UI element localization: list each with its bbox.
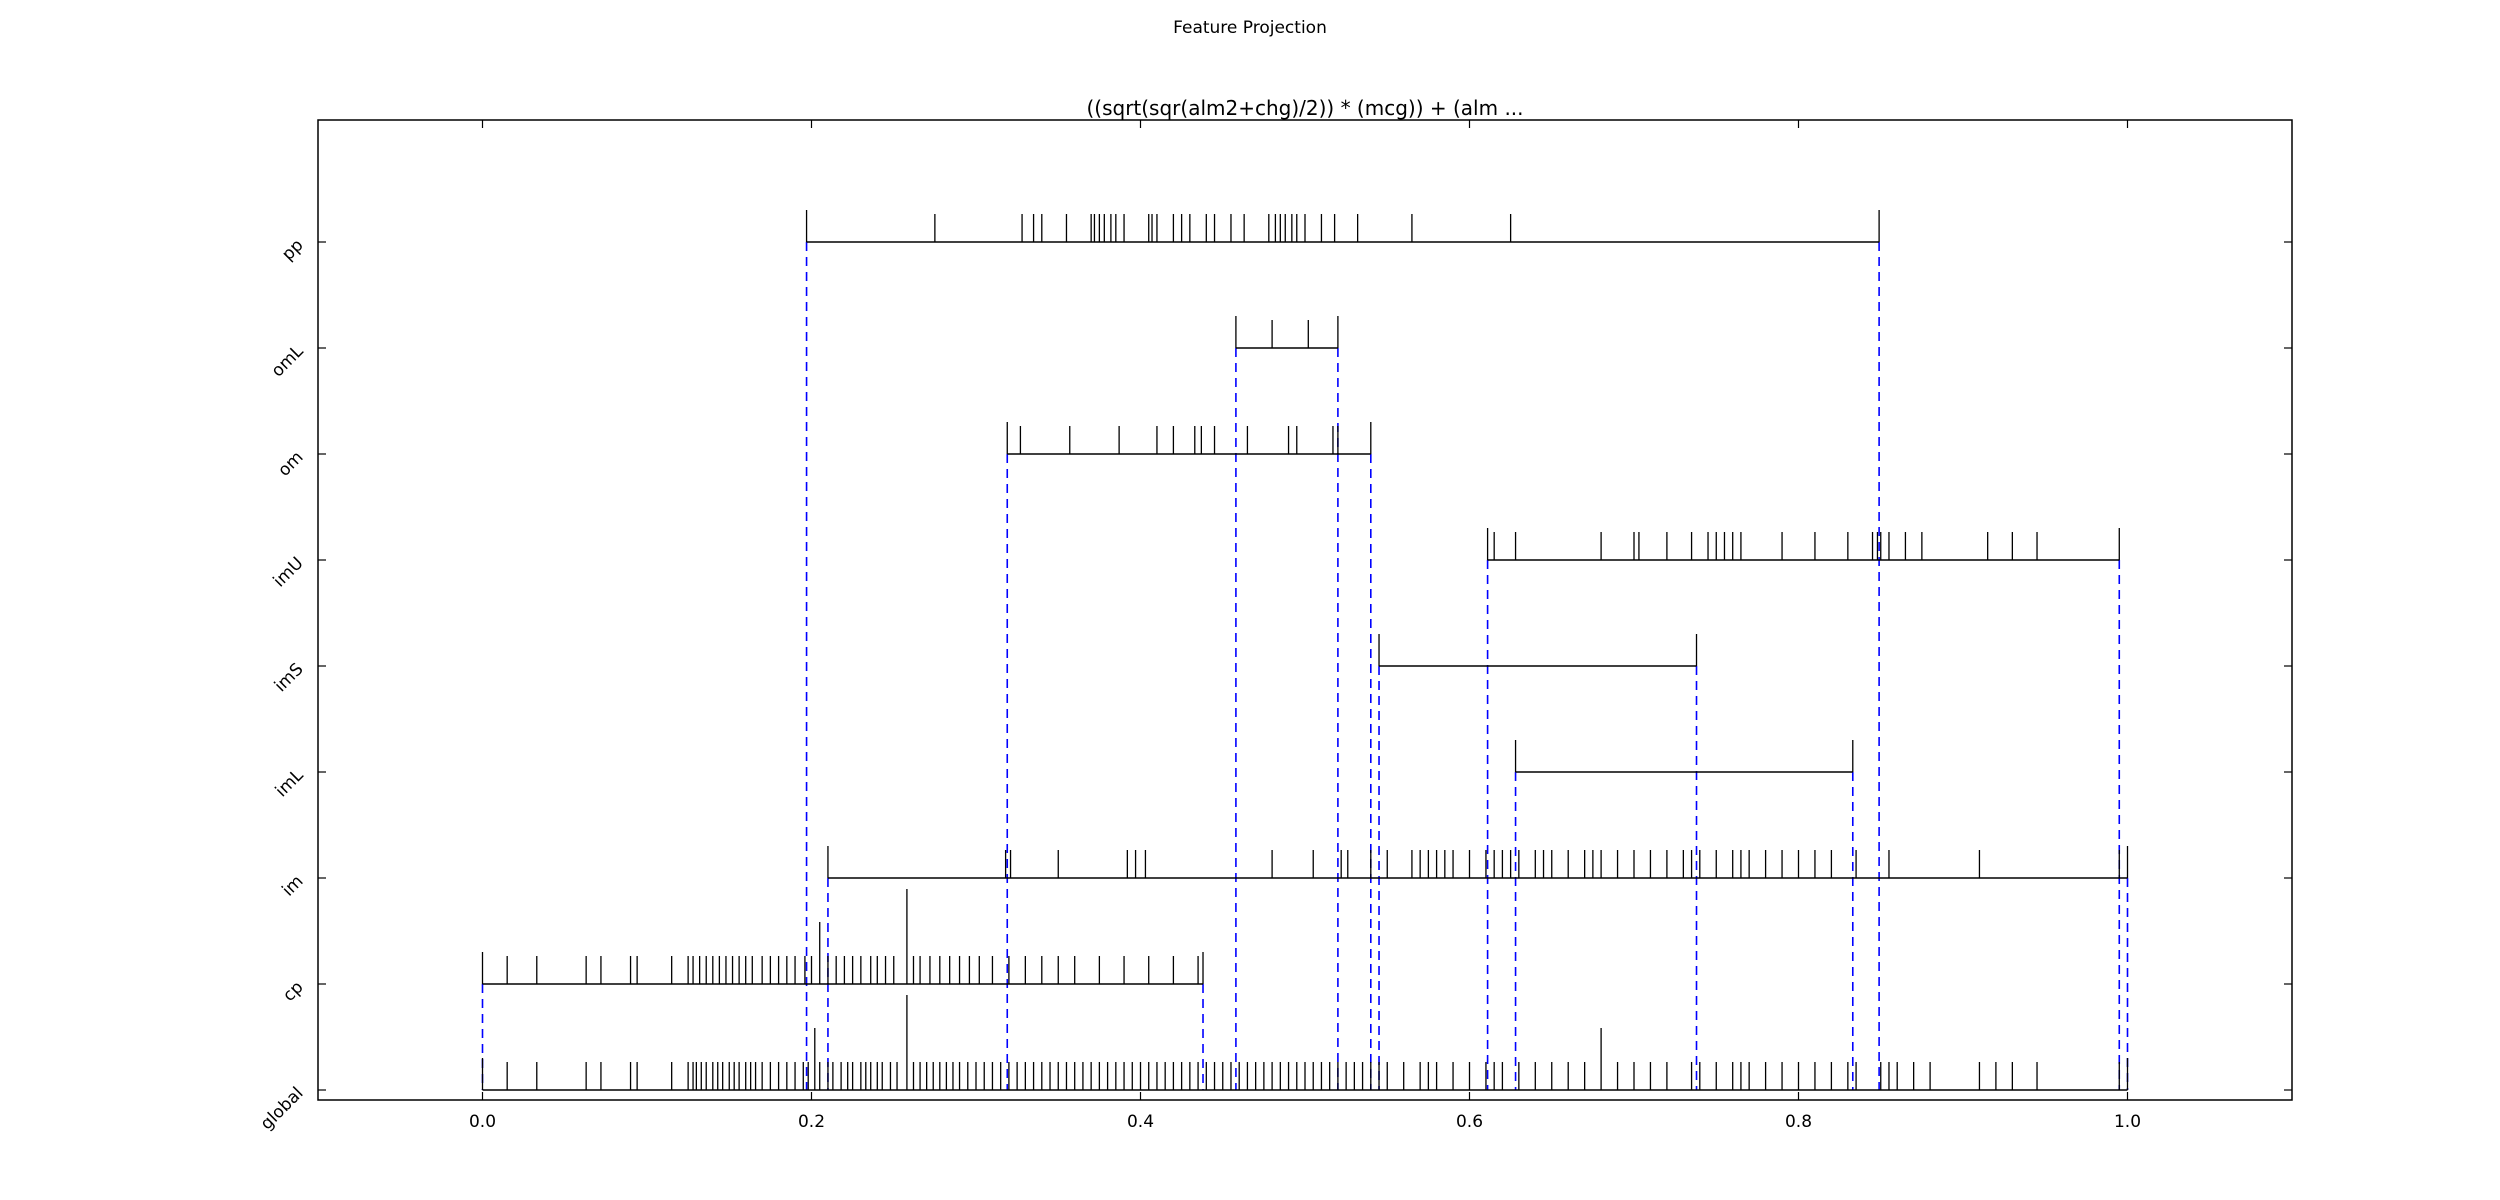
y-tick-label-im: im bbox=[278, 871, 307, 900]
series-imL bbox=[1514, 740, 1854, 773]
series-global bbox=[481, 995, 2129, 1091]
axes: 0.0 0.2 0.4 0.6 0.8 1.0 global cp im imL imS imU om o… bbox=[257, 120, 2292, 1134]
series-om bbox=[1006, 422, 1372, 455]
y-tick-label-om: om bbox=[274, 447, 307, 480]
y-tick-label-imL: imL bbox=[272, 765, 308, 801]
x-tick-label: 0.2 bbox=[798, 1112, 825, 1132]
chart-title: ((sqrt(sqr(alm2+chg)/2)) * (mcg)) + (alm… bbox=[1086, 96, 1523, 120]
series-pp bbox=[805, 210, 1880, 243]
y-tick-label-imS: imS bbox=[271, 659, 308, 696]
plot-frame bbox=[317, 119, 2293, 1101]
x-tick-label: 1.0 bbox=[2114, 1112, 2141, 1132]
boundary-lines bbox=[481, 242, 2129, 1090]
series-omL bbox=[1235, 316, 1339, 349]
y-tick-label-imU: imU bbox=[270, 553, 308, 591]
x-tick-label: 0.6 bbox=[1456, 1112, 1483, 1132]
y-tick-label-global: global bbox=[257, 1083, 308, 1134]
y-tick-label-omL: omL bbox=[268, 341, 308, 381]
y-tick-label-cp: cp bbox=[279, 977, 307, 1005]
series-marks bbox=[481, 210, 2129, 1091]
series-imU bbox=[1486, 528, 2120, 561]
x-tick-label: 0.0 bbox=[469, 1112, 496, 1132]
y-tick-label-pp: pp bbox=[278, 235, 307, 264]
series-im bbox=[827, 846, 2129, 879]
series-cp bbox=[481, 922, 1204, 985]
series-imS bbox=[1378, 634, 1698, 667]
x-tick-label: 0.8 bbox=[1785, 1112, 1812, 1132]
figure-title: Feature Projection bbox=[1173, 18, 1327, 38]
x-tick-label: 0.4 bbox=[1127, 1112, 1154, 1132]
